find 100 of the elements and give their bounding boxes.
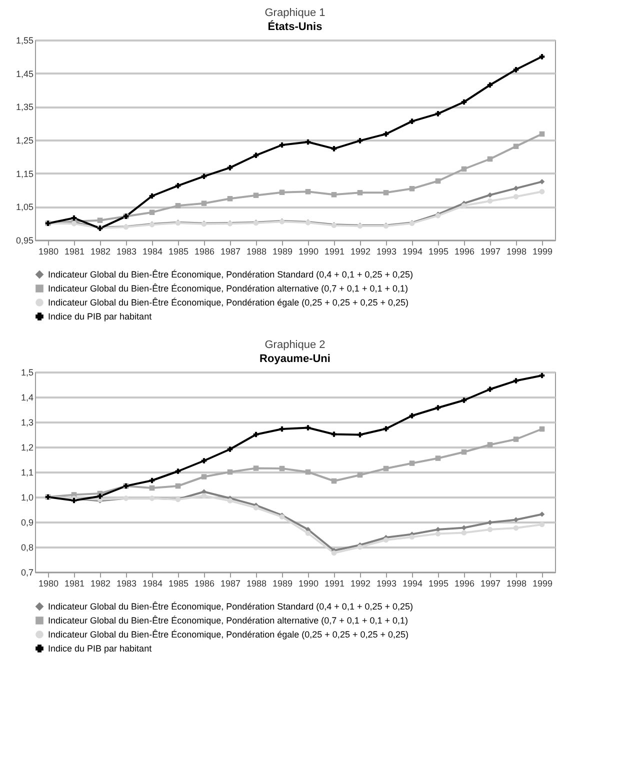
y-tick-label: 1,35 [16,102,34,112]
point [253,505,259,510]
point [97,494,103,499]
point [227,446,233,452]
point [513,378,519,384]
x-tick-label: 1996 [454,578,475,588]
point [357,432,363,438]
x-tick-label: 1987 [220,578,241,588]
point [331,432,337,437]
point [513,525,519,531]
y-tick-label: 1,0 [20,492,34,502]
point [279,190,285,195]
x-tick-label: 1991 [324,246,345,256]
y-tick-label: 0,8 [20,542,34,552]
point [149,210,155,215]
point [357,138,363,144]
point [305,425,311,430]
x-tick-label: 1998 [506,578,527,588]
legend-label: Indicateur Global du Bien-Être Économique, Pondération Standard (0,4 + 0,1 + 0,25 + 0,25) [48,270,413,280]
x-tick-label: 1984 [142,246,163,256]
y-tick-label: 1,3 [20,418,34,428]
x-tick-label: 1990 [298,578,319,588]
x-tick-label: 1994 [402,246,423,256]
x-tick-label: 1988 [246,578,267,588]
x-tick-label: 1989 [272,578,293,588]
x-tick-label: 1994 [402,578,423,588]
x-tick-label: 1983 [116,246,137,256]
point [253,192,259,198]
point [97,218,103,223]
x-tick-label: 1998 [506,246,527,256]
point [461,530,467,536]
point [487,192,493,198]
point [409,118,415,124]
x-tick-label: 1986 [194,578,215,588]
point [175,203,181,208]
legend-label: Indicateur Global du Bien-Être Économique, Pondération égale (0,25 + 0,25 + 0,25 + 0,25) [48,630,408,640]
x-tick-label: 1982 [90,246,111,256]
x-tick-label: 1987 [220,246,241,256]
y-tick-label: 0,95 [16,236,34,246]
x-tick-label: 1982 [90,578,111,588]
y-tick-label: 1,15 [16,168,34,179]
x-tick-label: 1991 [324,578,345,588]
point [383,426,389,432]
x-tick-label: 1988 [246,246,267,256]
y-tick-label: 1,55 [16,36,34,46]
legend-label: Indicateur Global du Bien-Être Économique, Pondération alternative (0,7 + 0,1 + 0,1 + 0,1) [48,284,408,294]
point [409,460,415,466]
chart-title: Graphique 2 [264,339,326,351]
x-tick-label: 1981 [64,578,85,588]
x-tick-label: 1997 [480,578,501,588]
point [487,442,493,448]
point [539,189,545,194]
point [383,190,389,196]
x-tick-label: 1992 [350,246,371,256]
point [513,194,519,200]
point [539,522,545,528]
point [409,413,415,418]
point [435,531,441,536]
point [227,196,233,202]
x-tick-label: 1985 [168,578,189,588]
point [201,200,207,206]
point [487,526,493,532]
point [435,111,441,116]
legend-label: Indicateur Global du Bien-Être Économique, Pondération Standard (0,4 + 0,1 + 0,25 + 0,25) [48,602,413,612]
point [253,466,259,471]
point [175,183,181,188]
point [331,192,337,198]
point [539,54,545,60]
point [201,474,207,480]
x-tick-label: 1999 [532,246,553,256]
legend-label: Indicateur Global du Bien-Être Économique, Pondération égale (0,25 + 0,25 + 0,25 + 0,25) [48,298,408,308]
point [513,144,519,149]
y-tick-label: 0,9 [20,518,34,528]
point [331,550,337,556]
x-tick-label: 1999 [532,578,553,588]
x-tick-label: 1984 [142,578,163,588]
y-tick-label: 1,2 [20,442,34,452]
point [513,67,519,72]
point [513,436,519,442]
x-tick-label: 1986 [194,246,215,256]
point [435,405,441,410]
y-tick-label: 1,25 [16,136,34,146]
point [227,498,233,504]
chart-title: Graphique 1 [264,7,326,19]
x-tick-label: 1985 [168,246,189,256]
x-tick-label: 1981 [64,246,85,256]
legend-label: Indice du PIB par habitant [48,312,152,322]
legend-label: Indice du PIB par habitant [48,644,152,654]
point [487,198,493,204]
point [409,534,415,540]
point [383,537,389,543]
y-tick-label: 1,4 [20,392,34,402]
y-tick-label: 1,05 [16,202,34,212]
x-tick-label: 1993 [376,246,397,256]
point [227,165,233,170]
point [461,398,467,403]
point [253,152,259,158]
point [435,456,441,461]
point [305,189,311,194]
legend-label: Indicateur Global du Bien-Être Économique, Pondération alternative (0,7 + 0,1 + 0,1 + 0,1) [48,616,408,626]
